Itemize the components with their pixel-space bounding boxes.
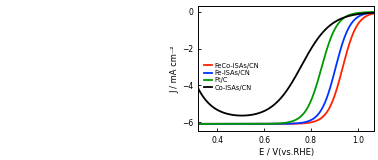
FeCo-ISAs/CN (196, 123, 201, 125)
Co-ISAs/CN (303, 58, 308, 60)
Co-ISAs/CN (330, 23, 334, 25)
Line: FeCo-ISAs/CN: FeCo-ISAs/CN (198, 13, 374, 124)
Fe-ISAs/CN (330, 81, 334, 83)
Fe-ISAs/CN (298, 122, 303, 124)
FeCo-ISAs/CN (207, 123, 212, 125)
Y-axis label: J / mA cm⁻²: J / mA cm⁻² (170, 45, 180, 92)
Fe-ISAs/CN (207, 123, 212, 125)
FeCo-ISAs/CN (298, 123, 303, 124)
Pt/C (372, 11, 376, 13)
Co-ISAs/CN (348, 15, 352, 17)
Line: Co-ISAs/CN: Co-ISAs/CN (198, 13, 374, 116)
Fe-ISAs/CN (347, 25, 352, 27)
Line: Fe-ISAs/CN: Fe-ISAs/CN (198, 12, 374, 124)
Pt/C (308, 101, 313, 103)
FeCo-ISAs/CN (308, 122, 313, 124)
Fe-ISAs/CN (308, 119, 313, 121)
Co-ISAs/CN (372, 12, 376, 14)
Pt/C (303, 111, 307, 112)
Co-ISAs/CN (308, 48, 313, 50)
Co-ISAs/CN (240, 115, 244, 116)
Fe-ISAs/CN (303, 121, 307, 123)
Pt/C (347, 14, 352, 16)
Line: Pt/C: Pt/C (198, 12, 374, 124)
Fe-ISAs/CN (372, 12, 376, 13)
FeCo-ISAs/CN (303, 122, 307, 124)
Pt/C (196, 123, 201, 125)
Pt/C (330, 35, 334, 36)
Co-ISAs/CN (207, 103, 212, 105)
X-axis label: E / V(vs.RHE): E / V(vs.RHE) (259, 148, 314, 157)
Fe-ISAs/CN (196, 123, 201, 125)
Legend: FeCo-ISAs/CN, Fe-ISAs/CN, Pt/C, Co-ISAs/CN: FeCo-ISAs/CN, Fe-ISAs/CN, Pt/C, Co-ISAs/… (203, 62, 260, 92)
Co-ISAs/CN (299, 66, 303, 68)
FeCo-ISAs/CN (347, 41, 352, 43)
Co-ISAs/CN (196, 88, 201, 90)
Pt/C (207, 123, 212, 125)
FeCo-ISAs/CN (372, 12, 376, 14)
FeCo-ISAs/CN (330, 102, 334, 104)
Pt/C (298, 116, 303, 118)
